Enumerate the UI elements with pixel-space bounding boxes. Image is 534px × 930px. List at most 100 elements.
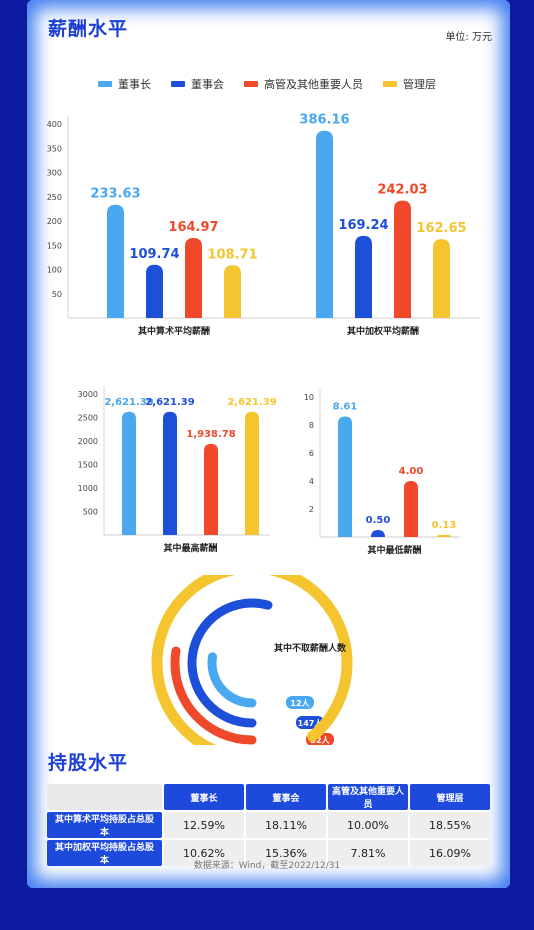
table-cell: 18.55%	[410, 812, 490, 838]
data-label: 233.63	[90, 187, 140, 202]
table-cell: 7.81%	[328, 840, 408, 866]
donut-title: 其中不取薪酬人数	[274, 642, 347, 654]
data-label: 109.74	[129, 247, 179, 262]
max-salary-chart: 30002500200015001000500其中最高薪酬2,621.392,6…	[78, 386, 277, 554]
bar	[224, 265, 241, 318]
data-label: 2,621.39	[227, 397, 276, 408]
column-header: 董事会	[246, 784, 326, 810]
count-label: 12人	[290, 698, 310, 708]
bar	[404, 481, 418, 537]
y-tick-label: 250	[47, 193, 62, 202]
y-tick-label: 50	[52, 290, 62, 299]
legend-label: 高管及其他重要人员	[264, 78, 363, 91]
y-tick-label: 6	[309, 449, 314, 458]
bar	[245, 411, 259, 535]
report-card	[27, 0, 510, 888]
table-cell: 12.59%	[164, 812, 244, 838]
y-tick-label: 300	[47, 169, 62, 178]
bar	[204, 443, 218, 535]
holding-table: 董事长 董事会 高管及其他重要人员 管理层 其中算术平均持股占总股本 12.59…	[45, 782, 492, 868]
row-header: 其中算术平均持股占总股本	[47, 812, 162, 838]
bar	[146, 264, 163, 318]
data-label: 4.00	[399, 466, 424, 477]
y-tick-label: 3000	[78, 390, 98, 399]
column-header: 高管及其他重要人员	[328, 784, 408, 810]
legend-swatch	[244, 81, 258, 87]
table-cell: 10.62%	[164, 840, 244, 866]
y-tick-label: 1000	[78, 484, 98, 493]
count-badge	[286, 696, 314, 709]
count-label: 147人	[298, 718, 324, 728]
data-label: 162.65	[416, 221, 466, 236]
legend-item-board: 董事会	[171, 76, 224, 92]
column-header: 管理层	[410, 784, 490, 810]
data-label: 0.50	[366, 515, 391, 526]
data-label: 169.24	[338, 218, 388, 233]
data-label: 386.16	[299, 113, 349, 128]
legend-item-executives: 高管及其他重要人员	[244, 76, 363, 92]
x-category-label: 其中加权平均薪酬	[347, 325, 419, 337]
arc-segment	[151, 575, 353, 745]
bar	[163, 411, 177, 535]
legend-item-management: 管理层	[383, 76, 436, 92]
table-row: 其中加权平均持股占总股本 10.62% 15.36% 7.81% 16.09%	[47, 840, 490, 866]
y-tick-label: 100	[47, 266, 62, 275]
table-cell: 16.09%	[410, 840, 490, 866]
bar	[437, 535, 451, 537]
x-category-label: 其中最低薪酬	[367, 544, 421, 556]
row-header: 其中加权平均持股占总股本	[47, 840, 162, 866]
arc-segment	[170, 646, 257, 745]
table-cell: 18.11%	[246, 812, 326, 838]
data-label: 242.03	[377, 183, 427, 198]
legend-label: 董事会	[191, 78, 224, 91]
bar	[338, 416, 352, 537]
holding-title: 持股水平	[48, 752, 129, 774]
table-row: 其中算术平均持股占总股本 12.59% 18.11% 10.00% 18.55%	[47, 812, 490, 838]
table-header-row: 董事长 董事会 高管及其他重要人员 管理层	[47, 784, 490, 810]
y-tick-label: 2	[309, 505, 314, 514]
table-cell: 10.00%	[328, 812, 408, 838]
data-label: 164.97	[168, 220, 218, 235]
average-salary-chart: 400 350 300 250 200 150 100 50 其中算术平均薪酬 233.63 109…	[47, 113, 480, 337]
x-category-label: 其中算术平均薪酬	[138, 325, 210, 337]
table-cell: 15.36%	[246, 840, 326, 866]
arc-segment	[207, 652, 257, 708]
data-label: 2,621.39	[145, 397, 194, 408]
no-salary-count-chart: 12人147人32人241人其中不取薪酬人数	[151, 575, 353, 745]
arc-segment	[187, 598, 273, 728]
legend-swatch	[383, 81, 397, 87]
y-tick-label: 1500	[78, 461, 98, 470]
bar	[433, 239, 450, 318]
bar	[355, 235, 372, 318]
y-tick-label: 2500	[78, 414, 98, 423]
data-source: 数据来源：Wind，截至2022/12/31	[193, 861, 341, 871]
y-tick-label: 10	[304, 393, 314, 402]
unit-label: 单位: 万元	[445, 32, 492, 43]
y-tick-label: 8	[309, 421, 314, 430]
bar	[394, 200, 411, 318]
bar	[185, 237, 202, 318]
salary-title: 薪酬水平	[48, 18, 129, 40]
legend-swatch	[171, 81, 185, 87]
count-label: 32人	[310, 735, 330, 745]
bar	[107, 204, 124, 318]
data-label: 108.71	[207, 247, 257, 262]
y-tick-label: 150	[47, 241, 62, 250]
bar	[316, 130, 333, 318]
y-tick-label: 200	[47, 217, 62, 226]
chart-legend: 董事长 董事会 高管及其他重要人员 管理层	[0, 76, 534, 92]
data-label: 0.13	[432, 520, 457, 531]
y-tick-label: 350	[47, 144, 62, 153]
x-category-label: 其中最高薪酬	[163, 542, 217, 554]
y-tick-label: 4	[309, 477, 314, 486]
y-tick-label: 500	[83, 508, 98, 517]
bar	[371, 530, 385, 537]
legend-label: 董事长	[118, 78, 151, 91]
data-label: 2,621.39	[104, 397, 153, 408]
legend-label: 管理层	[403, 78, 436, 91]
data-label: 1,938.78	[186, 429, 235, 440]
y-tick-label: 2000	[78, 437, 98, 446]
min-salary-chart: 10 8 6 4 2 其中最低薪酬 8.61 0.50 4.00 0.13	[304, 389, 460, 556]
legend-swatch	[98, 81, 112, 87]
column-header: 董事长	[164, 784, 244, 810]
